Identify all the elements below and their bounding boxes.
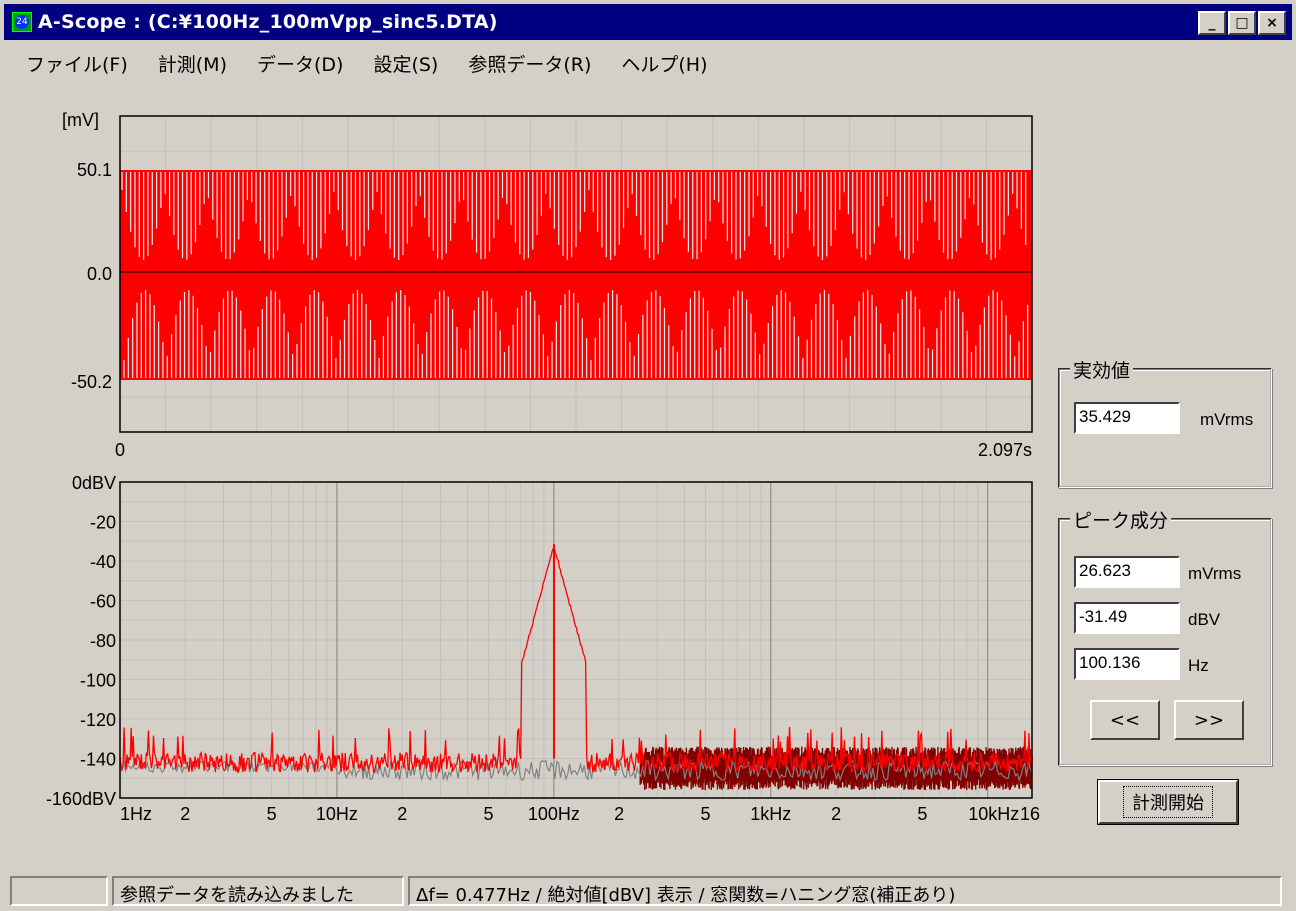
prev-peak-button[interactable]: << bbox=[1090, 700, 1160, 740]
spectrum-y-tick: -40 bbox=[90, 552, 116, 572]
menu-data[interactable]: データ(D) bbox=[256, 54, 344, 76]
menu-reference-data[interactable]: 参照データ(R) bbox=[468, 54, 592, 76]
waveform-y-tick-bottom: -50.2 bbox=[71, 372, 112, 392]
minimize-button[interactable]: _ bbox=[1198, 11, 1226, 35]
rms-group-title: 実効値 bbox=[1070, 356, 1134, 383]
spectrum-y-tick: -120 bbox=[80, 710, 116, 730]
status-pane-3: Δf= 0.477Hz / 絶対値[dBV] 表示 / 窓関数=ハニング窓(補正… bbox=[408, 876, 1282, 906]
waveform-trace-gaps bbox=[121, 172, 1029, 378]
waveform-y-tick-zero: 0.0 bbox=[87, 264, 112, 284]
spectrum-plot: 0dBV -20 -40 -60 -80 -100 -120 -140 -160dBV 1Hz 2… bbox=[46, 473, 1040, 824]
spectrum-x-tick: 5 bbox=[484, 804, 494, 824]
status-pane-1 bbox=[10, 876, 108, 906]
menu-help[interactable]: ヘルプ(H) bbox=[621, 54, 708, 76]
spectrum-dark-trace bbox=[639, 746, 1033, 791]
peak-rms-unit: mVrms bbox=[1188, 564, 1242, 583]
spectrum-x-tick: 2 bbox=[614, 804, 624, 824]
close-button[interactable]: × bbox=[1258, 11, 1286, 35]
spectrum-y-tick: -20 bbox=[90, 513, 116, 533]
spectrum-x-tick: 2 bbox=[180, 804, 190, 824]
spectrum-x-tick: 10kHz bbox=[968, 804, 1019, 824]
status-pane-2: 参照データを読み込みました bbox=[112, 876, 404, 906]
spectrum-x-tick: 5 bbox=[267, 804, 277, 824]
peak-freq-unit: Hz bbox=[1188, 656, 1209, 675]
menu-settings[interactable]: 設定(S) bbox=[373, 54, 439, 76]
spectrum-x-tick: 5 bbox=[917, 804, 927, 824]
spectrum-x-tick: 1Hz bbox=[120, 804, 152, 824]
waveform-unit-label: [mV] bbox=[62, 110, 99, 130]
spectrum-x-tick: 100Hz bbox=[528, 804, 580, 824]
app-icon-label: 24 bbox=[15, 15, 29, 29]
spectrum-x-tick: 2 bbox=[831, 804, 841, 824]
spectrum-x-tick: 2 bbox=[397, 804, 407, 824]
rms-value-field[interactable]: 35.429 bbox=[1074, 402, 1180, 434]
spectrum-y-tick: -160dBV bbox=[46, 789, 116, 809]
rms-group: 実効値 35.429 mVrms bbox=[1058, 356, 1272, 488]
spectrum-y-tick: 0dBV bbox=[72, 473, 116, 493]
spectrum-y-tick: -80 bbox=[90, 631, 116, 651]
peak-group: ピーク成分 26.623 mVrms -31.49 dBV 100.136 Hz… bbox=[1058, 506, 1272, 766]
spectrum-main-trace bbox=[119, 545, 1033, 775]
maximize-button[interactable]: □ bbox=[1228, 11, 1256, 35]
peak-group-title: ピーク成分 bbox=[1070, 506, 1172, 533]
start-measure-button[interactable]: 計測開始 bbox=[1097, 779, 1239, 825]
spectrum-y-tick: -140 bbox=[80, 750, 116, 770]
window-title: A-Scope : (C:¥100Hz_100mVpp_sinc5.DTA) bbox=[38, 11, 498, 33]
spectrum-y-tick: -60 bbox=[90, 592, 116, 612]
title-bar[interactable]: 24 A-Scope : (C:¥100Hz_100mVpp_sinc5.DTA… bbox=[4, 4, 1292, 40]
next-peak-button[interactable]: >> bbox=[1174, 700, 1244, 740]
spectrum-frame bbox=[119, 481, 1033, 799]
peak-freq-field[interactable]: 100.136 bbox=[1074, 648, 1180, 680]
waveform-plot: [mV] 50.1 0.0 -50.2 0 2.097s bbox=[62, 110, 1033, 460]
spectrum-grid bbox=[120, 482, 1032, 798]
waveform-y-tick-top: 50.1 bbox=[77, 160, 112, 180]
rms-unit-label: mVrms bbox=[1200, 410, 1254, 429]
spectrum-y-tick: -100 bbox=[80, 671, 116, 691]
menu-bar: ファイル(F) 計測(M) データ(D) 設定(S) 参照データ(R) ヘルプ(… bbox=[10, 46, 722, 76]
waveform-x-end: 2.097s bbox=[978, 440, 1032, 460]
peak-rms-field[interactable]: 26.623 bbox=[1074, 556, 1180, 588]
start-measure-label: 計測開始 bbox=[1123, 786, 1213, 818]
spectrum-x-tick: 5 bbox=[700, 804, 710, 824]
waveform-x-start: 0 bbox=[115, 440, 125, 460]
menu-measure[interactable]: 計測(M) bbox=[157, 54, 227, 76]
waveform-frame bbox=[119, 115, 1033, 433]
menu-file[interactable]: ファイル(F) bbox=[26, 54, 128, 76]
spectrum-x-tick: 10Hz bbox=[316, 804, 358, 824]
spectrum-x-tick: 16 bbox=[1020, 804, 1040, 824]
peak-dbv-field[interactable]: -31.49 bbox=[1074, 602, 1180, 634]
spectrum-x-tick: 1kHz bbox=[750, 804, 791, 824]
peak-dbv-unit: dBV bbox=[1188, 610, 1221, 629]
app-icon[interactable]: 24 bbox=[12, 12, 32, 32]
